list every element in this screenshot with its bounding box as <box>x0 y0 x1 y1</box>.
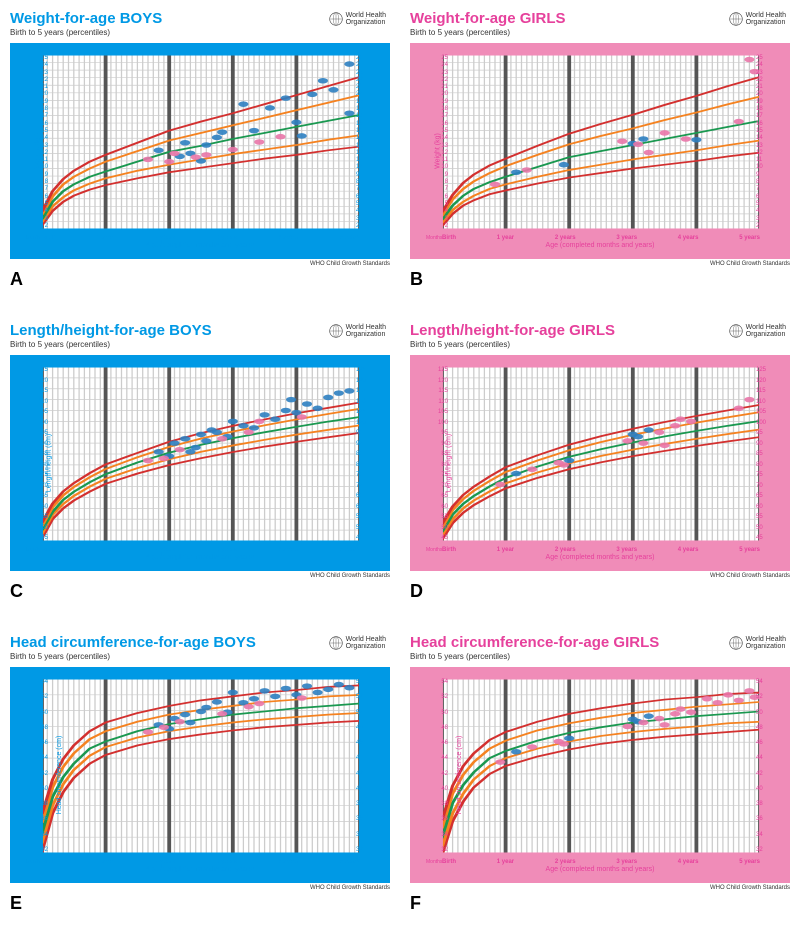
chart-frame: 97th85th50th15th3rd455055606570758085909… <box>410 355 790 571</box>
growth-chart-panel-F: World HealthOrganization Head circumferen… <box>410 634 790 914</box>
chart-footer: WHO Child Growth Standards <box>10 573 390 579</box>
plot-area: 97th85th50th15th3rd <box>42 679 360 853</box>
y-axis-label: Head circumference (cm) <box>56 736 63 815</box>
panel-letter: E <box>10 893 390 914</box>
chart-subtitle: Birth to 5 years (percentiles) <box>10 28 390 37</box>
who-logo: World HealthOrganization <box>329 324 386 338</box>
who-logo: World HealthOrganization <box>729 12 786 26</box>
plot-area: 97th85th50th15th3rd <box>442 679 760 853</box>
plot-area: 97th85th50th15th3rd <box>42 55 360 229</box>
chart-footer: WHO Child Growth Standards <box>410 885 790 891</box>
panel-letter: A <box>10 269 390 290</box>
x-axis-label: Age (completed months and years) <box>546 554 655 561</box>
growth-chart-panel-A: World HealthOrganizationWeight-for-age B… <box>10 10 390 290</box>
plot-area: 97th85th50th15th3rd <box>442 55 760 229</box>
x-axis-label: Age (completed months and years) <box>546 866 655 873</box>
chart-frame: 97th85th50th15th3rd323436384042444648505… <box>410 667 790 883</box>
who-logo: World HealthOrganization <box>729 324 786 338</box>
chart-subtitle: Birth to 5 years (percentiles) <box>10 652 390 661</box>
chart-footer: WHO Child Growth Standards <box>10 885 390 891</box>
panel-letter: F <box>410 893 790 914</box>
x-axis-label: Age (completed months and years) <box>146 866 255 873</box>
chart-subtitle: Birth to 5 years (percentiles) <box>410 28 790 37</box>
chart-frame: 97th85th50th15th3rd234567891011121314151… <box>10 43 390 259</box>
y-axis-label: Head circumference (cm) <box>456 736 463 815</box>
y-axis-label: Weight (kg) <box>34 133 41 169</box>
chart-subtitle: Birth to 5 years (percentiles) <box>10 340 390 349</box>
panel-letter: B <box>410 269 790 290</box>
chart-frame: 97th85th50th15th3rd323436384042444648505… <box>10 667 390 883</box>
growth-chart-panel-E: World HealthOrganization Head circumferen… <box>10 634 390 914</box>
y-axis-label: Length/height (cm) <box>46 434 53 492</box>
chart-subtitle: Birth to 5 years (percentiles) <box>410 652 790 661</box>
chart-footer: WHO Child Growth Standards <box>410 261 790 267</box>
panel-letter: D <box>410 581 790 602</box>
who-logo: World HealthOrganization <box>329 12 386 26</box>
plot-area: 97th85th50th15th3rd <box>442 367 760 541</box>
y-axis-label: Weight (kg) <box>434 133 441 169</box>
who-logo: World HealthOrganization <box>729 636 786 650</box>
who-logo: World HealthOrganization <box>329 636 386 650</box>
chart-footer: WHO Child Growth Standards <box>410 573 790 579</box>
chart-footer: WHO Child Growth Standards <box>10 261 390 267</box>
y-axis-label: Length/height (cm) <box>446 434 453 492</box>
growth-chart-panel-B: World HealthOrganizationWeight-for-age G… <box>410 10 790 290</box>
chart-frame: 97th85th50th15th3rd234567891011121314151… <box>410 43 790 259</box>
panel-letter: C <box>10 581 390 602</box>
x-axis-label: Age (completed months and years) <box>546 242 655 249</box>
x-axis-label: Age (completed months and years) <box>146 242 255 249</box>
chart-frame: 97th85th50th15th3rd455055606570758085909… <box>10 355 390 571</box>
growth-chart-panel-D: World HealthOrganizationLength/height-fo… <box>410 322 790 602</box>
plot-area: 97th85th50th15th3rd <box>42 367 360 541</box>
growth-chart-panel-C: World HealthOrganizationLength/height-fo… <box>10 322 390 602</box>
chart-subtitle: Birth to 5 years (percentiles) <box>410 340 790 349</box>
x-axis-label: Age (completed months and years) <box>146 554 255 561</box>
